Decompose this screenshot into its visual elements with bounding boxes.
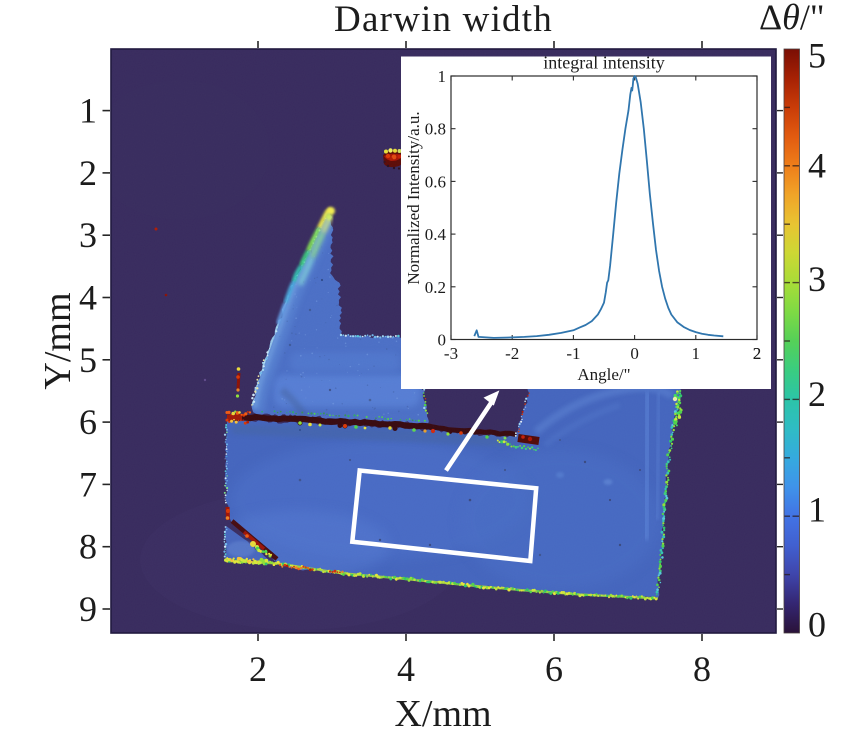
svg-text:0: 0 — [438, 331, 447, 350]
svg-text:integral intensity: integral intensity — [543, 53, 664, 73]
svg-text:7: 7 — [79, 464, 97, 504]
svg-text:2: 2 — [753, 344, 762, 363]
svg-text:8: 8 — [693, 649, 711, 689]
svg-text:2: 2 — [79, 153, 97, 193]
svg-text:-3: -3 — [444, 344, 458, 363]
svg-text:0.2: 0.2 — [425, 278, 446, 297]
svg-text:0: 0 — [808, 605, 826, 645]
svg-text:0: 0 — [630, 344, 639, 363]
svg-text:4: 4 — [79, 278, 97, 318]
svg-text:1: 1 — [692, 344, 701, 363]
svg-text:1: 1 — [808, 490, 826, 530]
svg-text:1: 1 — [438, 67, 447, 86]
svg-text:4: 4 — [808, 145, 826, 185]
svg-text:X/mm: X/mm — [394, 693, 491, 735]
svg-text:Normalized Intensity/a.u.: Normalized Intensity/a.u. — [404, 111, 423, 284]
svg-text:5: 5 — [808, 36, 826, 76]
svg-text:2: 2 — [753, 344, 762, 363]
svg-text:5: 5 — [79, 340, 97, 380]
svg-text:1: 1 — [79, 91, 97, 131]
svg-text:0.4: 0.4 — [425, 225, 447, 244]
svg-text:3: 3 — [79, 215, 97, 255]
svg-text:-1: -1 — [566, 344, 580, 363]
svg-text:8: 8 — [79, 527, 97, 567]
svg-text:4: 4 — [397, 649, 415, 689]
svg-text:3: 3 — [808, 259, 826, 299]
svg-text:6: 6 — [79, 402, 97, 442]
svg-text:Darwin width: Darwin width — [334, 0, 553, 40]
svg-text:Angle/": Angle/" — [577, 365, 630, 384]
svg-text:6: 6 — [545, 649, 563, 689]
svg-text:0.8: 0.8 — [425, 120, 446, 139]
svg-text:2: 2 — [249, 649, 267, 689]
svg-text:2: 2 — [808, 374, 826, 414]
svg-text:9: 9 — [79, 589, 97, 629]
svg-text:0.6: 0.6 — [425, 172, 446, 191]
svg-text:-2: -2 — [505, 344, 519, 363]
svg-text:Δθ/": Δθ/" — [759, 0, 825, 37]
svg-text:Y/mm: Y/mm — [37, 292, 79, 389]
